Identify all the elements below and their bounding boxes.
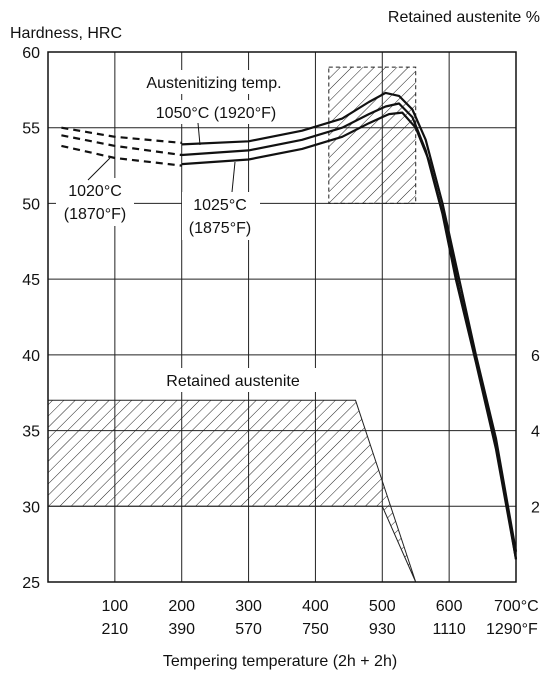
region-retained-austenite: [47, 399, 417, 583]
y-tick-label: 60: [22, 45, 40, 62]
series-line-0: [181, 91, 518, 552]
annotation-1050: 1050°C (1920°F): [156, 105, 276, 122]
annotation-1020-c: 1020°C: [68, 183, 122, 200]
region-secondary-hardness: [328, 66, 417, 204]
y-tick-label: 55: [22, 121, 40, 138]
x-axis-label: Tempering temperature (2h + 2h): [163, 653, 397, 670]
annotation-1020-f: (1870°F): [64, 206, 126, 223]
leader-1020: [87, 157, 111, 181]
right-tick-labels: 6 4 2: [531, 348, 540, 516]
leader-1050: [197, 122, 201, 146]
x-tick-label-f: 210: [102, 621, 129, 638]
series-line-dashed-1: [61, 134, 182, 157]
x-tick-labels: 100 210 200 390 300 570 400 750 500 930 600 1110 700…: [102, 598, 539, 638]
x-tick-label-c: 700°C: [494, 598, 539, 615]
x-tick-label-f: 1290°F: [486, 621, 538, 638]
annotations: Austenitizing temp. 1050°C (1920°F) 1025…: [56, 70, 318, 392]
series-line-dashed-0: [61, 126, 182, 144]
x-tick-label-f: 390: [168, 621, 195, 638]
x-tick-label-c: 300: [235, 598, 262, 615]
y-tick-label: 45: [22, 272, 40, 289]
y-tick-label: 50: [22, 196, 40, 213]
x-tick-label-f: 930: [369, 621, 396, 638]
y-tick-label: 30: [22, 499, 40, 516]
y-axis-label-left: Hardness, HRC: [10, 25, 122, 42]
x-tick-label-f: 570: [235, 621, 262, 638]
y-tick-labels: 60 55 50 45 40 35 30 25: [22, 45, 40, 592]
y-tick-label: 35: [22, 424, 40, 441]
series-line-2: [181, 111, 518, 560]
right-tick-label: 6: [531, 348, 540, 365]
annotation-1025-c: 1025°C: [193, 197, 247, 214]
x-tick-label-c: 400: [302, 598, 329, 615]
y-tick-label: 40: [22, 348, 40, 365]
right-tick-label: 4: [531, 424, 540, 441]
x-tick-label-c: 500: [369, 598, 396, 615]
x-tick-label-c: 100: [102, 598, 129, 615]
annotation-1025-f: (1875°F): [189, 220, 251, 237]
right-tick-label: 2: [531, 499, 540, 516]
annotation-austenitizing: Austenitizing temp.: [146, 75, 281, 92]
x-tick-label-f: 1110: [433, 621, 466, 638]
x-tick-label-c: 600: [436, 598, 463, 615]
leader-1025: [231, 161, 236, 193]
series-line-dashed-2: [61, 144, 182, 167]
y-axis-label-right: Retained austenite %: [388, 9, 540, 26]
series-lines: [61, 91, 518, 560]
annotation-retained-austenite: Retained austenite: [166, 373, 300, 390]
plot-frame: [47, 51, 517, 583]
x-tick-label-c: 200: [168, 598, 195, 615]
y-tick-label: 25: [22, 575, 40, 592]
x-tick-label-f: 750: [302, 621, 329, 638]
